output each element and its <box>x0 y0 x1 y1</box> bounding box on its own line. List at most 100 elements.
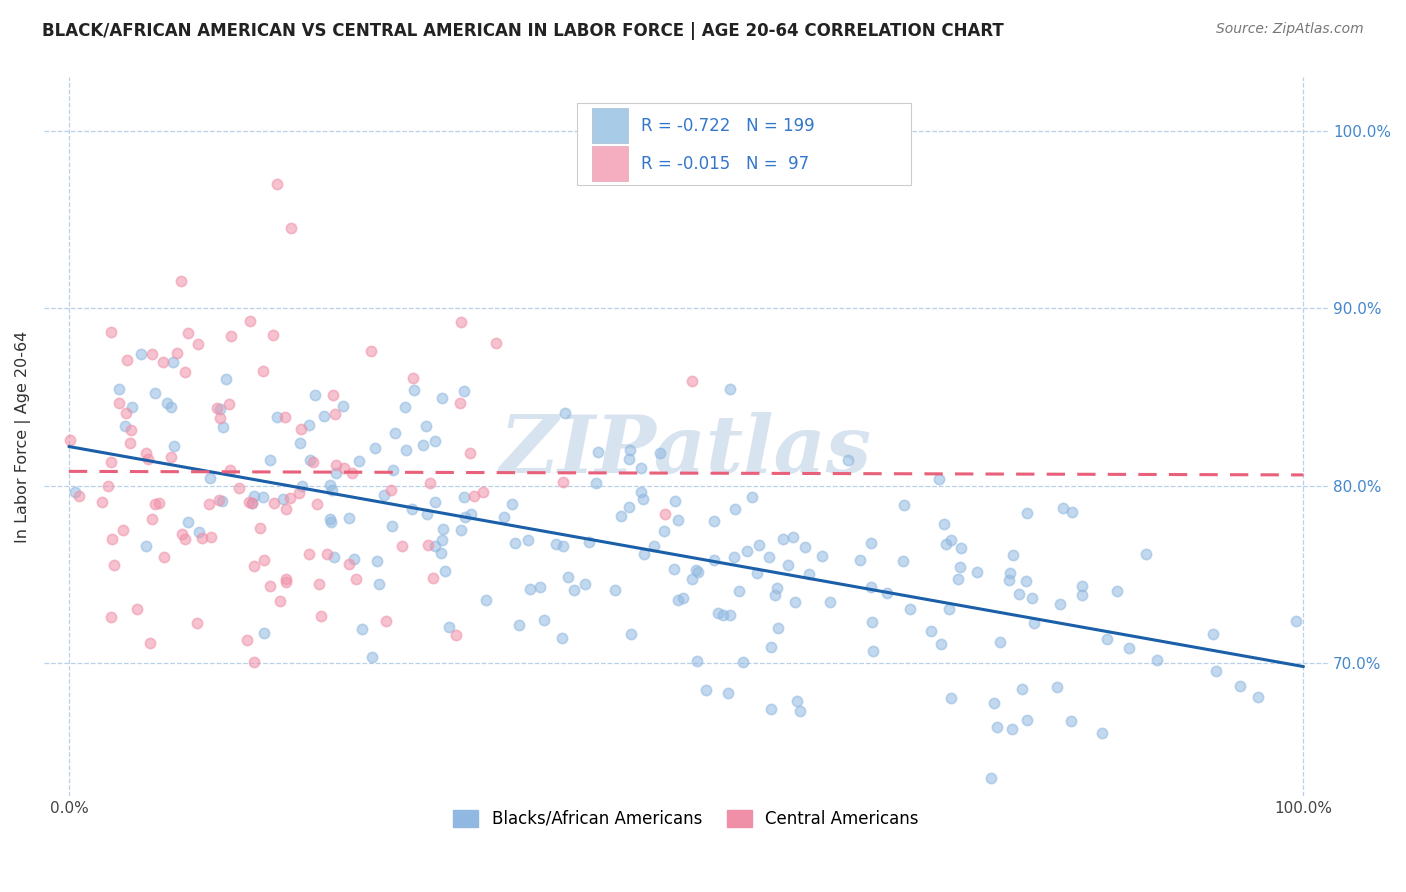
Point <box>218 397 240 411</box>
Point <box>190 531 212 545</box>
Point <box>321 483 343 497</box>
Point <box>374 614 396 628</box>
Point <box>90 494 112 508</box>
Point <box>100 455 122 469</box>
Point <box>723 550 745 565</box>
Point <box>148 496 170 510</box>
Point <box>141 512 163 526</box>
Point <box>501 497 523 511</box>
Point <box>239 314 262 328</box>
Point <box>172 526 194 541</box>
Point <box>253 626 276 640</box>
Point <box>391 539 413 553</box>
Point <box>516 533 538 547</box>
Point <box>404 383 426 397</box>
Point <box>280 221 302 235</box>
Point <box>253 553 276 567</box>
Point <box>115 353 138 368</box>
Point <box>810 549 832 563</box>
Point <box>212 419 235 434</box>
Point <box>266 177 288 191</box>
Text: Source: ZipAtlas.com: Source: ZipAtlas.com <box>1216 22 1364 37</box>
Point <box>209 411 232 425</box>
Point <box>619 443 641 458</box>
Point <box>672 591 695 606</box>
Point <box>720 607 742 622</box>
Point <box>215 371 238 385</box>
Point <box>554 406 576 420</box>
Text: ZIPatlas: ZIPatlas <box>501 412 872 490</box>
Point <box>304 387 326 401</box>
Point <box>966 566 988 580</box>
Point <box>983 697 1005 711</box>
Point <box>508 618 530 632</box>
Point <box>1049 597 1071 611</box>
Point <box>120 423 142 437</box>
Point <box>630 460 652 475</box>
Point <box>186 615 208 630</box>
Point <box>276 573 298 587</box>
Point <box>664 494 686 508</box>
Point <box>156 396 179 410</box>
Point <box>741 490 763 504</box>
Point <box>544 537 567 551</box>
Point <box>1060 714 1083 728</box>
Point <box>318 511 340 525</box>
Point <box>786 694 808 708</box>
Point <box>287 486 309 500</box>
Point <box>759 702 782 716</box>
Point <box>503 535 526 549</box>
Point <box>988 634 1011 648</box>
Point <box>562 583 585 598</box>
Point <box>648 446 671 460</box>
Point <box>274 502 297 516</box>
Point <box>423 434 446 448</box>
FancyBboxPatch shape <box>592 146 628 181</box>
Point <box>666 513 689 527</box>
Point <box>412 438 434 452</box>
Point <box>1046 680 1069 694</box>
Point <box>360 344 382 359</box>
Point <box>103 558 125 572</box>
Point <box>166 346 188 360</box>
Point <box>415 418 437 433</box>
Point <box>208 402 231 417</box>
Point <box>778 558 800 572</box>
Point <box>170 274 193 288</box>
Point <box>463 489 485 503</box>
Point <box>333 461 356 475</box>
Point <box>198 471 221 485</box>
FancyBboxPatch shape <box>592 108 628 143</box>
Point <box>242 489 264 503</box>
Point <box>1017 713 1039 727</box>
Point <box>429 546 451 560</box>
Point <box>664 562 686 576</box>
Legend: Blacks/African Americans, Central Americans: Blacks/African Americans, Central Americ… <box>447 803 925 835</box>
Point <box>269 593 291 607</box>
Point <box>533 613 555 627</box>
Point <box>735 544 758 558</box>
Point <box>97 478 120 492</box>
Point <box>108 382 131 396</box>
Point <box>108 396 131 410</box>
FancyBboxPatch shape <box>576 103 911 186</box>
Point <box>101 532 124 546</box>
Point <box>1091 726 1114 740</box>
Point <box>163 439 186 453</box>
Point <box>713 607 735 622</box>
Point <box>59 434 82 448</box>
Point <box>797 566 820 581</box>
Point <box>727 583 749 598</box>
Point <box>418 538 440 552</box>
Point <box>100 325 122 339</box>
Point <box>177 515 200 529</box>
Point <box>763 589 786 603</box>
Point <box>307 496 329 510</box>
Point <box>262 327 284 342</box>
Point <box>617 500 640 515</box>
Point <box>1071 588 1094 602</box>
Point <box>162 355 184 369</box>
Point <box>460 446 482 460</box>
Point <box>1052 500 1074 515</box>
Point <box>422 571 444 585</box>
